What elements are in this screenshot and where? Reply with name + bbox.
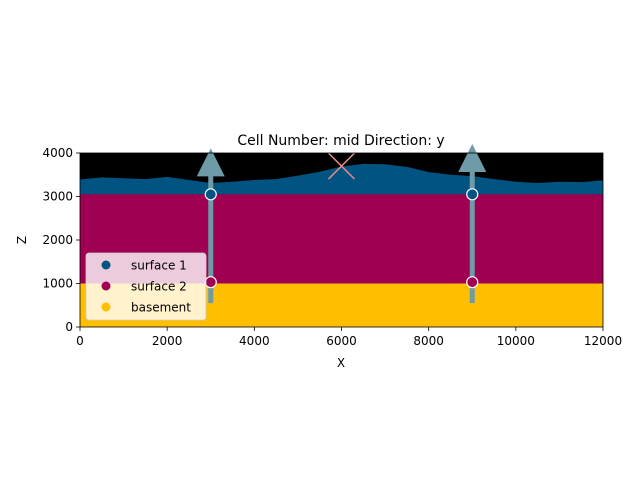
legend: surface 1 surface 2 basement [85, 252, 207, 321]
legend-swatch [101, 281, 111, 291]
cross-marker [327, 152, 356, 180]
surface-point-surface-1 [204, 188, 217, 201]
surface-point-surface-2 [466, 276, 479, 289]
x-tick-label: 10000 [497, 334, 535, 348]
well-head-marker [196, 148, 225, 177]
surface-point-surface-2 [204, 276, 217, 289]
x-tick-label: 6000 [326, 334, 357, 348]
legend-label: surface 1 [131, 259, 187, 273]
y-tick-label: 3000 [42, 190, 73, 204]
x-tick-label: 8000 [413, 334, 444, 348]
y-axis-label: Z [15, 236, 29, 244]
chart-title: Cell Number: mid Direction: y [237, 133, 444, 149]
x-axis-label: X [337, 356, 345, 370]
axes: 0 2000 4000 6000 8000 10000 12000 0 1000 2000 3000… [42, 146, 622, 348]
well-head-marker [458, 144, 487, 173]
legend-box [85, 252, 207, 321]
x-tick-label: 12000 [584, 334, 622, 348]
y-tick-label: 2000 [42, 233, 73, 247]
y-tick-label: 4000 [42, 146, 73, 160]
y-tick-label: 1000 [42, 277, 73, 291]
x-tick-label: 0 [76, 334, 84, 348]
legend-swatch [101, 260, 111, 270]
well-shaft [208, 170, 214, 304]
well-shaft [469, 166, 475, 304]
legend-label: surface 2 [131, 280, 187, 294]
x-tick-label: 4000 [239, 334, 270, 348]
surface-point-surface-1 [466, 188, 479, 201]
x-tick-label: 2000 [152, 334, 183, 348]
legend-swatch [101, 302, 111, 312]
legend-label: basement [131, 301, 191, 315]
y-tick-label: 0 [65, 320, 73, 334]
